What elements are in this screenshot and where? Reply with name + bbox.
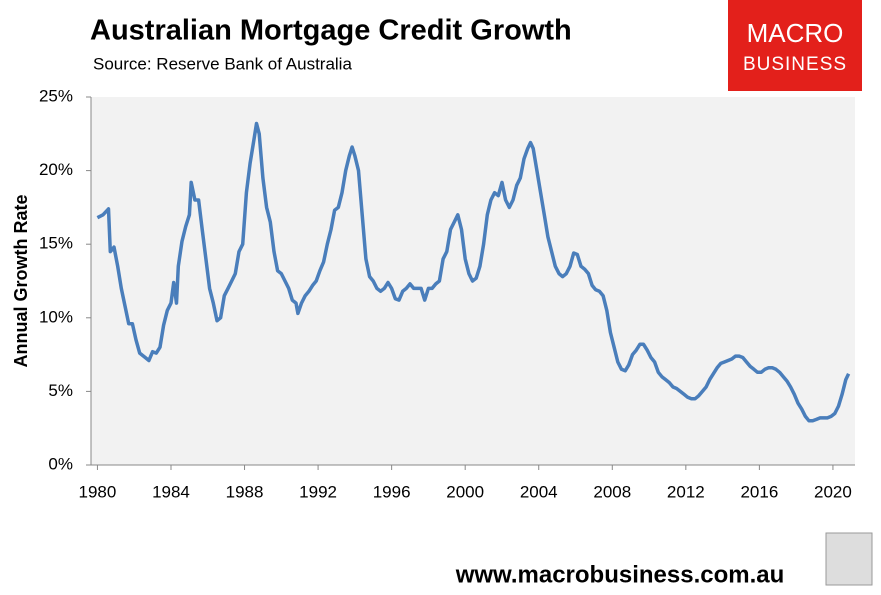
x-tick-label: 2004 — [520, 482, 558, 501]
x-tick-label: 2012 — [667, 482, 705, 501]
logo-box — [728, 0, 862, 91]
y-tick-label: 0% — [48, 454, 73, 473]
logo-text: MACRO — [747, 18, 844, 48]
y-tick-label: 20% — [39, 160, 73, 179]
x-tick-label: 2008 — [593, 482, 631, 501]
logo-text: BUSINESS — [743, 54, 847, 75]
y-tick-label: 25% — [39, 86, 73, 105]
x-tick-label: 1984 — [152, 482, 190, 501]
x-tick-label: 1992 — [299, 482, 337, 501]
chart-title: Australian Mortgage Credit Growth — [90, 15, 572, 47]
y-tick-label: 5% — [48, 381, 73, 400]
line-series — [96, 121, 851, 423]
x-tick-label: 2000 — [446, 482, 484, 501]
chart-subtitle: Source: Reserve Bank of Australia — [93, 54, 352, 73]
y-tick-label: 15% — [39, 234, 73, 253]
x-tick-label: 2016 — [740, 482, 778, 501]
y-tick-label: 10% — [39, 307, 73, 326]
x-tick-label: 1980 — [79, 482, 117, 501]
x-tick-label: 1996 — [373, 482, 411, 501]
y-axis-label: Annual Growth Rate — [11, 194, 31, 367]
x-tick-label: 1988 — [226, 482, 264, 501]
wolf-icon — [825, 532, 873, 586]
footer-url: www.macrobusiness.com.au — [455, 561, 785, 588]
x-tick-label: 2020 — [814, 482, 852, 501]
